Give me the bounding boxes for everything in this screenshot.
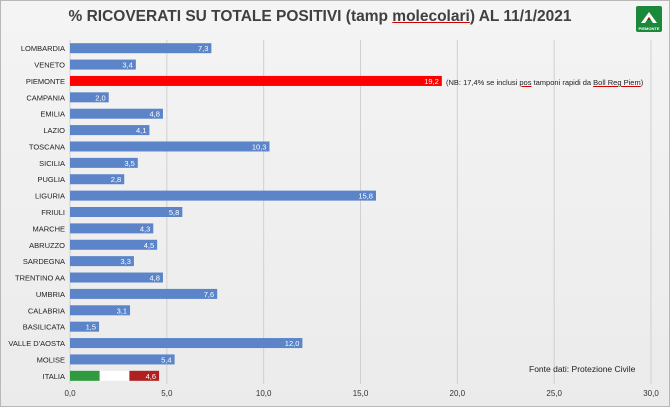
bar xyxy=(70,157,138,168)
note-part: (NB: 17,4% se inclusi xyxy=(446,78,520,87)
bar-value-label: 5,4 xyxy=(161,355,171,364)
bar-value-label: 4,8 xyxy=(150,274,160,283)
bar-value-label: 3,1 xyxy=(117,306,127,315)
x-tick-label: 20,0 xyxy=(450,389,466,398)
bar xyxy=(70,288,218,299)
logo-text: PIEMONTE xyxy=(638,26,660,31)
title-part: ) AL 11/1/2021 xyxy=(469,8,572,25)
category-label: BASILICATA xyxy=(23,323,65,332)
bar xyxy=(70,272,163,283)
category-label: PUGLIA xyxy=(37,175,65,184)
bar-value-label: 7,3 xyxy=(198,44,208,53)
bar-value-label: 12,0 xyxy=(285,339,300,348)
category-label: LOMBARDIA xyxy=(21,44,65,53)
bar xyxy=(70,92,109,103)
bar xyxy=(70,43,212,54)
x-tick-label: 5,0 xyxy=(161,389,173,398)
category-label: VALLE D'AOSTA xyxy=(8,339,65,348)
category-label: TRENTINO AA xyxy=(15,274,65,283)
x-tick-label: 30,0 xyxy=(643,389,659,398)
category-label: SARDEGNA xyxy=(23,257,65,266)
bar xyxy=(70,59,136,70)
bar-value-label: 19,2 xyxy=(424,77,439,86)
bar xyxy=(70,338,303,349)
bar xyxy=(70,108,163,119)
x-tick-label: 10,0 xyxy=(256,389,272,398)
labels: 0,0 5,0 10,0 15,0 20,0 25,0 30,0 LOMBARDIA 7,3 VE… xyxy=(8,44,659,398)
category-label: ITALIA xyxy=(43,372,65,381)
bar-value-label: 4,1 xyxy=(136,126,146,135)
bar-value-label: 15,8 xyxy=(358,192,373,201)
category-label: EMILIA xyxy=(40,110,65,119)
bar xyxy=(70,321,100,332)
category-label: MOLISE xyxy=(37,355,65,364)
piemonte-logo-icon: PIEMONTE xyxy=(636,6,662,32)
bar xyxy=(70,239,158,250)
category-label: TOSCANA xyxy=(29,142,65,151)
bar-value-label: 7,6 xyxy=(204,290,214,299)
category-label: MARCHE xyxy=(32,224,65,233)
bar-italia-white xyxy=(99,370,130,381)
bar-value-label: 3,5 xyxy=(124,159,134,168)
title-part: % RICOVERATI SU TOTALE POSITIVI (tamp xyxy=(68,8,393,25)
bar-value-label: 4,6 xyxy=(146,372,156,381)
category-label: CALABRIA xyxy=(28,306,65,315)
category-label: LIGURIA xyxy=(35,192,65,201)
bar xyxy=(70,75,442,86)
logo-mark-icon xyxy=(641,12,657,23)
bar xyxy=(70,354,175,365)
bar-value-label: 4,5 xyxy=(144,241,154,250)
x-tick-label: 0,0 xyxy=(64,389,76,398)
category-label: LAZIO xyxy=(43,126,65,135)
category-label: SICILIA xyxy=(39,159,65,168)
category-label: PIEMONTE xyxy=(26,77,65,86)
bar xyxy=(70,174,125,185)
bar-value-label: 3,4 xyxy=(122,61,132,70)
data-source: Fonte dati: Protezione Civile xyxy=(529,364,636,374)
bar xyxy=(70,141,270,152)
note-underlined: Boll Reg Piem xyxy=(593,78,641,87)
bar-italia-red xyxy=(129,370,160,381)
bar-value-label: 1,5 xyxy=(86,323,96,332)
bar-value-label: 3,3 xyxy=(120,257,130,266)
bar-value-label: 2,0 xyxy=(95,93,105,102)
category-label: VENETO xyxy=(34,61,65,70)
bar-value-label: 4,8 xyxy=(150,110,160,119)
category-label: CAMPANIA xyxy=(26,93,65,102)
category-label: FRIULI xyxy=(41,208,65,217)
bar-value-label: 4,3 xyxy=(140,224,150,233)
bars xyxy=(70,43,442,381)
bar xyxy=(70,207,183,217)
bar xyxy=(70,125,150,136)
title-underlined: molecolari xyxy=(392,8,470,25)
category-label: ABRUZZO xyxy=(29,241,65,250)
bar-value-label: 5,8 xyxy=(169,208,179,217)
bar xyxy=(70,190,376,201)
note-underlined: pos xyxy=(519,78,532,87)
x-tick-label: 25,0 xyxy=(546,389,562,398)
bar-value-label: 2,8 xyxy=(111,175,121,184)
note-part: ) xyxy=(640,78,644,87)
piemonte-note: (NB: 17,4% se inclusi pos tamponi rapidi… xyxy=(446,78,643,87)
bar-italia-green xyxy=(70,370,100,381)
bar-value-label: 10,3 xyxy=(252,142,267,151)
note-part: tamponi rapidi da xyxy=(531,78,594,87)
bar xyxy=(70,256,134,267)
category-label: UMBRIA xyxy=(36,290,65,299)
bar xyxy=(70,305,131,316)
bar xyxy=(70,223,154,234)
x-tick-label: 15,0 xyxy=(353,389,369,398)
chart-title: % RICOVERATI SU TOTALE POSITIVI (tamp mo… xyxy=(0,8,640,26)
